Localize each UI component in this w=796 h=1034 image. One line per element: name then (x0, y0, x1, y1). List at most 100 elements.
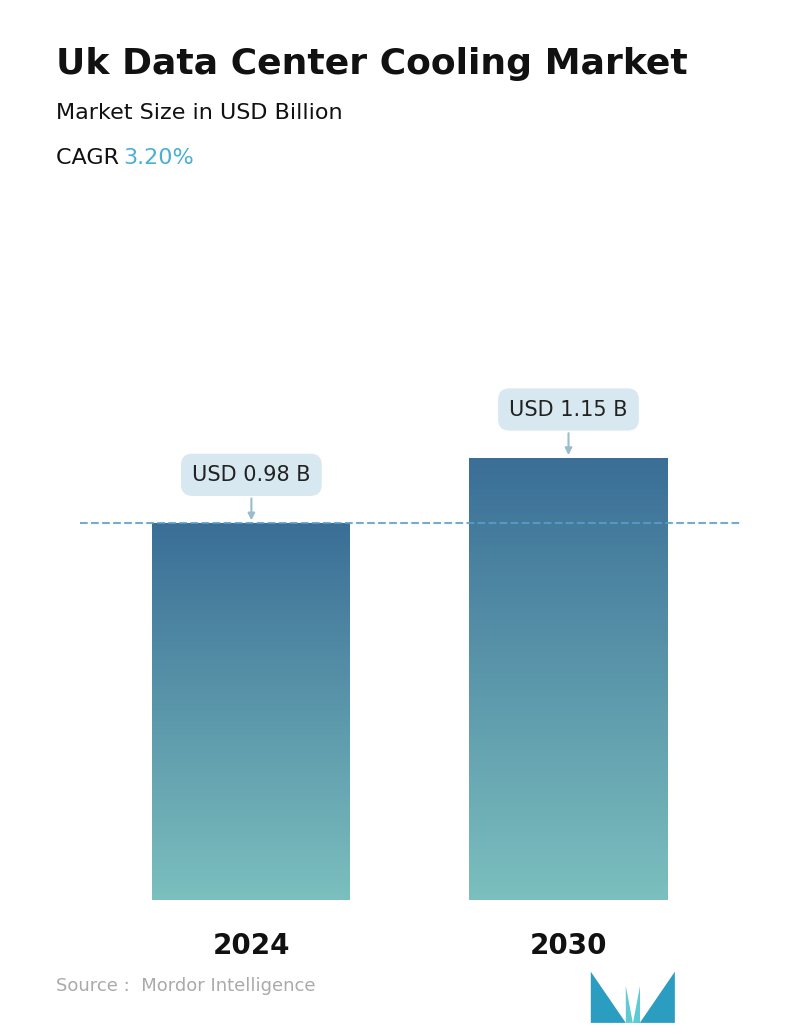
Bar (152, 811, 350, 812)
Bar (152, 693, 350, 694)
Bar (470, 888, 668, 889)
Bar (470, 648, 668, 649)
Bar (152, 709, 350, 710)
Bar (152, 683, 350, 686)
Bar (470, 784, 668, 785)
Bar (152, 735, 350, 736)
Bar (152, 610, 350, 611)
Bar (152, 839, 350, 840)
Polygon shape (591, 972, 626, 1023)
Bar (470, 763, 668, 764)
Bar (470, 885, 668, 886)
Bar (470, 643, 668, 645)
Bar (470, 553, 668, 555)
Bar (152, 698, 350, 699)
Bar (152, 846, 350, 847)
Bar (152, 755, 350, 757)
Bar (470, 497, 668, 499)
Bar (152, 588, 350, 589)
Bar (152, 528, 350, 529)
Bar (470, 465, 668, 466)
Bar (152, 845, 350, 846)
Bar (470, 737, 668, 739)
Bar (470, 793, 668, 795)
Bar (470, 822, 668, 823)
Bar (470, 857, 668, 858)
Bar (470, 798, 668, 799)
Bar (470, 612, 668, 614)
Bar (152, 534, 350, 535)
Bar (470, 832, 668, 833)
Bar (152, 624, 350, 625)
Bar (152, 701, 350, 703)
Bar (470, 850, 668, 851)
Bar (470, 697, 668, 698)
Bar (152, 629, 350, 630)
Bar (152, 622, 350, 624)
Bar (152, 822, 350, 823)
Bar (470, 799, 668, 801)
Bar (152, 807, 350, 808)
Bar (470, 653, 668, 656)
Bar (152, 782, 350, 783)
Bar (152, 716, 350, 717)
Bar (152, 651, 350, 652)
Bar (470, 505, 668, 507)
Bar (152, 856, 350, 857)
Bar (152, 744, 350, 746)
Bar (152, 648, 350, 650)
Bar (470, 691, 668, 692)
Bar (152, 664, 350, 665)
Bar (152, 687, 350, 688)
Bar (152, 880, 350, 881)
Bar (152, 825, 350, 827)
Bar (470, 736, 668, 737)
Bar (470, 607, 668, 608)
Bar (152, 706, 350, 707)
Bar (470, 886, 668, 888)
Bar (470, 802, 668, 803)
Bar (152, 821, 350, 822)
Bar (152, 751, 350, 752)
Bar (470, 814, 668, 816)
Bar (152, 539, 350, 540)
Bar (152, 884, 350, 886)
Bar (152, 758, 350, 759)
Bar (470, 496, 668, 497)
Bar (152, 893, 350, 894)
Bar (470, 816, 668, 817)
Bar (470, 477, 668, 479)
Bar (470, 758, 668, 760)
Bar (470, 499, 668, 500)
Bar (470, 567, 668, 569)
Bar (152, 774, 350, 776)
Bar (470, 753, 668, 754)
Bar (470, 861, 668, 862)
Bar (152, 799, 350, 800)
Bar (470, 854, 668, 855)
Bar (152, 586, 350, 587)
Bar (152, 594, 350, 595)
Bar (470, 660, 668, 661)
Bar (470, 838, 668, 840)
Bar (152, 827, 350, 828)
Bar (152, 858, 350, 859)
Bar (152, 816, 350, 817)
Bar (470, 480, 668, 482)
Bar (152, 609, 350, 610)
Bar (152, 636, 350, 637)
Bar (470, 730, 668, 732)
Bar (470, 899, 668, 900)
Bar (470, 523, 668, 524)
Bar (152, 723, 350, 724)
Bar (152, 739, 350, 740)
Bar (470, 483, 668, 484)
Bar (470, 895, 668, 896)
Bar (470, 577, 668, 579)
Bar (470, 757, 668, 758)
Bar (152, 870, 350, 871)
Bar (152, 690, 350, 692)
Bar (152, 564, 350, 565)
Bar (470, 699, 668, 701)
Bar (470, 604, 668, 605)
